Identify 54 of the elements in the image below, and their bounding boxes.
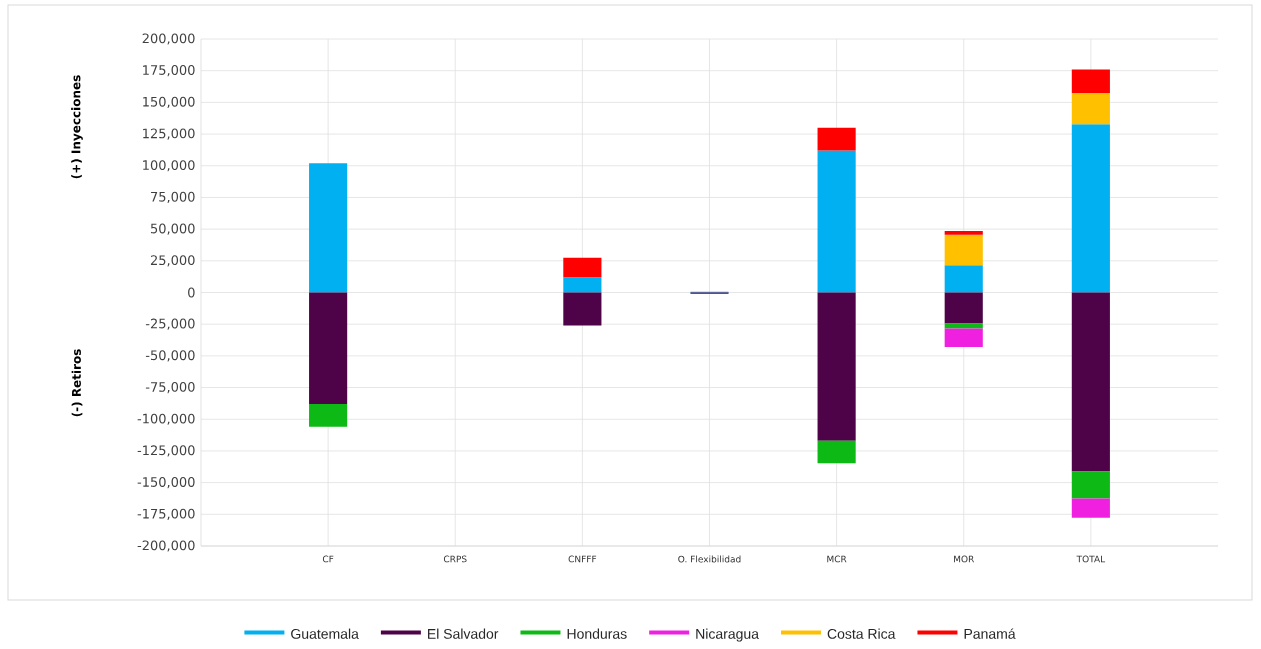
bar xyxy=(944,323,983,329)
y-tick-label: 50,000 xyxy=(150,223,195,235)
y-tick-label: -100,000 xyxy=(137,413,195,425)
bar xyxy=(817,292,856,441)
bar xyxy=(944,328,983,347)
bar xyxy=(563,257,602,278)
y-tick-label: 75,000 xyxy=(151,191,195,204)
bar xyxy=(1071,93,1110,125)
bar xyxy=(944,265,983,293)
bar xyxy=(1071,124,1110,293)
y-tick-label: -150,000 xyxy=(137,477,195,489)
bar xyxy=(563,292,602,326)
bar xyxy=(1071,471,1110,499)
legend-label: Guatemala xyxy=(291,628,359,639)
bar xyxy=(944,231,983,235)
y-axis-title: (+) Inyecciones xyxy=(71,75,83,179)
y-tick-label: 125,000 xyxy=(143,128,195,140)
legend-label: Nicaragua xyxy=(696,628,759,642)
bar xyxy=(817,150,856,293)
bar xyxy=(309,163,348,293)
y-tick-label: -200,000 xyxy=(137,540,195,552)
y-tick-label: -175,000 xyxy=(137,508,195,520)
y-tick-label: -125,000 xyxy=(137,445,195,457)
bar xyxy=(309,404,348,427)
legend-label: Costa Rica xyxy=(827,628,896,639)
x-tick-label: TOTAL xyxy=(1076,555,1106,563)
x-tick-label: CNFFF xyxy=(568,555,597,563)
y-tick-label: 150,000 xyxy=(143,96,195,108)
legend-label: Honduras xyxy=(567,628,627,639)
x-tick-label: CF xyxy=(322,555,334,563)
text: (-) Retiros xyxy=(71,349,83,417)
x-tick-label: MCR xyxy=(827,555,847,563)
bar xyxy=(1071,69,1110,94)
x-tick-label: MOR xyxy=(954,555,975,563)
y-tick-label: 25,000 xyxy=(150,255,195,267)
legend-label: El Salvador xyxy=(428,628,499,639)
y-tick-label: -50,000 xyxy=(145,350,195,362)
bar xyxy=(944,292,983,324)
y-tick-label: -25,000 xyxy=(145,318,195,330)
bar xyxy=(309,292,348,405)
bar xyxy=(1071,292,1110,472)
x-tick-label: O. Flexibilidad xyxy=(678,555,741,563)
y-tick-label: 200,000 xyxy=(142,33,195,45)
y-tick-label: -75,000 xyxy=(145,381,195,394)
bar xyxy=(817,440,856,464)
y-tick-label: 100,000 xyxy=(143,160,195,172)
y-tick-label: 175,000 xyxy=(143,65,195,77)
x-tick-label: CRPS xyxy=(443,555,467,563)
bar xyxy=(563,277,602,293)
bar xyxy=(1071,498,1110,518)
y-tick-label: 0 xyxy=(188,287,195,298)
legend-label: Panamá xyxy=(964,628,1016,639)
bar xyxy=(817,127,856,151)
bar xyxy=(944,234,983,266)
